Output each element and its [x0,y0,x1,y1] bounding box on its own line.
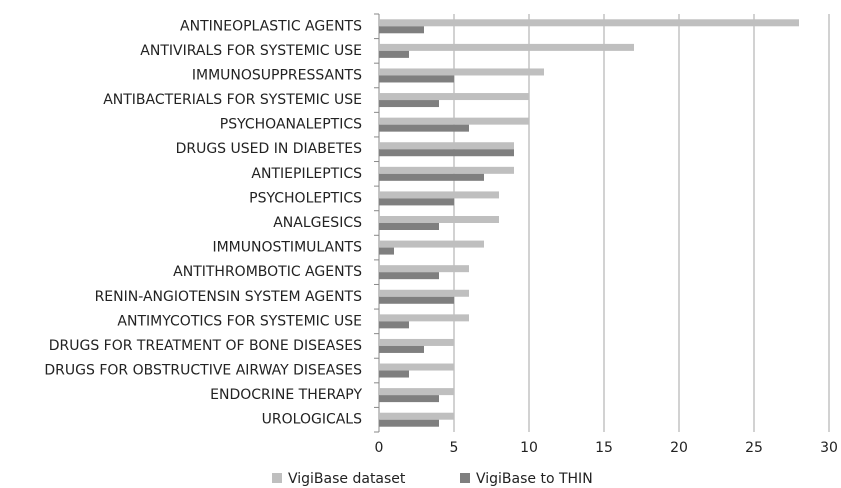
y-tick-label: ANTIBACTERIALS FOR SYSTEMIC USE [103,92,362,108]
bar [379,173,484,181]
y-tick-label: ANTIEPILEPTICS [251,166,362,182]
bar [379,50,409,58]
bar [379,191,499,199]
legend-label: VigiBase to THIN [476,471,593,487]
y-tick-label: DRUGS FOR TREATMENT OF BONE DISEASES [49,338,362,354]
x-tick-label: 5 [450,440,459,456]
x-tick-label: 25 [745,440,763,456]
bar [379,198,454,206]
y-tick-label: DRUGS FOR OBSTRUCTIVE AIRWAY DISEASES [44,363,362,379]
legend-swatch [272,473,282,483]
bar [379,338,454,346]
bar [379,19,799,27]
bar [379,272,439,280]
bar [379,296,454,304]
bar [379,149,514,157]
bar [379,142,514,150]
bar [379,314,469,322]
y-tick-label: PSYCHOLEPTICS [249,190,362,206]
y-tick-label: ENDOCRINE THERAPY [210,387,362,403]
bar [379,265,469,273]
y-tick-label: RENIN-ANGIOTENSIN SYSTEM AGENTS [95,289,363,305]
bar [379,43,634,51]
legend-label: VigiBase dataset [288,471,406,487]
bar [379,68,544,76]
bar [379,93,529,101]
bar [379,124,469,132]
x-tick-label: 10 [520,440,538,456]
x-tick-label: 0 [375,440,384,456]
bar [379,223,439,230]
bar [379,370,409,378]
bar [379,247,394,255]
y-tick-label: IMMUNOSUPPRESSANTS [192,67,362,83]
bar [379,388,454,396]
y-tick-label: ANTITHROMBOTIC AGENTS [173,264,362,280]
y-tick-label: PSYCHOANALEPTICS [220,117,362,133]
bar [379,216,499,223]
y-tick-label: UROLOGICALS [262,412,362,428]
bar [379,240,484,248]
bar [379,75,454,83]
bar [379,345,424,353]
x-tick-label: 30 [820,440,838,456]
y-tick-label: IMMUNOSTIMULANTS [212,240,362,256]
bar [379,26,424,34]
bar [379,395,439,403]
x-tick-label: 15 [595,440,613,456]
bar [379,419,439,427]
bar [379,166,514,174]
bar [379,321,409,329]
bar [379,117,529,125]
bar [379,100,439,108]
bar [379,412,454,420]
y-tick-label: ANTIMYCOTICS FOR SYSTEMIC USE [117,313,362,329]
legend-swatch [460,473,470,483]
bar [379,289,469,297]
y-tick-label: ANTIVIRALS FOR SYSTEMIC USE [140,43,362,59]
y-tick-label: ANALGESICS [273,215,362,231]
x-tick-label: 20 [670,440,688,456]
bar [379,363,454,371]
y-tick-label: ANTINEOPLASTIC AGENTS [180,18,362,34]
y-tick-label: DRUGS USED IN DIABETES [176,141,363,157]
